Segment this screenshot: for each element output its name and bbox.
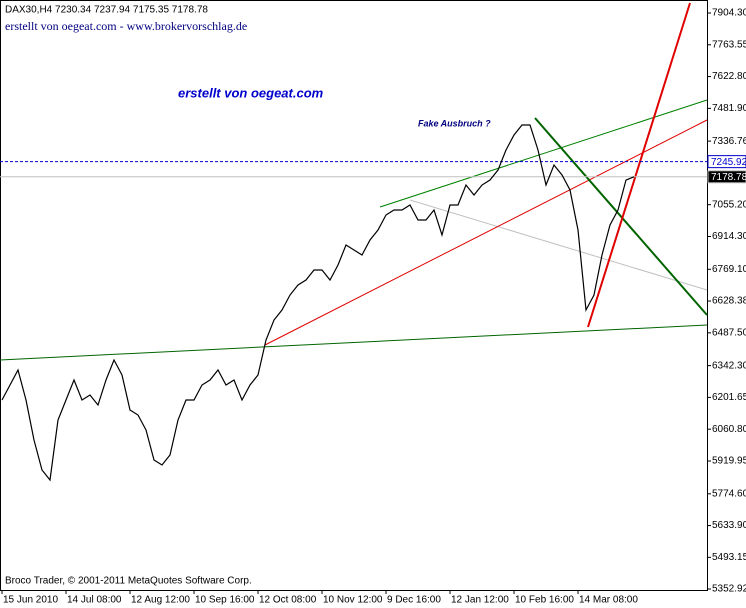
trend-lines (0, 2, 708, 361)
x-tick-label: 14 Mar 08:00 (579, 595, 638, 606)
trend-line (534, 117, 708, 316)
y-tick-label: 6342.30 (712, 360, 746, 371)
x-tick-label: 14 Jul 08:00 (67, 595, 122, 606)
y-tick-label: 7481.90 (712, 103, 746, 114)
price-label-box (707, 170, 746, 184)
price-label: 7178.78 (711, 172, 746, 183)
y-tick-label: 7336.76 (712, 136, 746, 147)
trend-line (379, 99, 708, 208)
x-tick-label: 12 Oct 08:00 (259, 595, 317, 606)
y-tick-label: 6201.65 (712, 392, 746, 403)
price-label: 7245.92 (711, 157, 746, 168)
y-tick-label: 5493.15 (712, 552, 746, 563)
price-line-series (1, 124, 635, 482)
y-tick-label: 6769.10 (712, 264, 746, 275)
trend-line (0, 324, 708, 361)
y-tick-label: 6628.38 (712, 296, 746, 307)
footer: Broco Trader, © 2001-2011 MetaQuotes Sof… (5, 576, 252, 587)
y-tick-label: 5919.95 (712, 456, 746, 467)
trend-line (587, 2, 691, 328)
y-tick-label: 6487.50 (712, 327, 746, 338)
y-tick-label: 5633.90 (712, 520, 746, 531)
x-tick-label: 10 Nov 12:00 (323, 595, 383, 606)
chart-title: DAX30,H4 7230.34 7237.94 7175.35 7178.78 (5, 5, 208, 16)
y-tick-label: 7622.80 (712, 71, 746, 82)
y-tick-label: 6914.30 (712, 231, 746, 242)
chart-subtitle: erstellt von oegeat.com - www.brokervors… (5, 19, 247, 33)
y-tick-label: 5774.60 (712, 488, 746, 499)
x-tick-label: 12 Jan 12:00 (451, 595, 509, 606)
price-label-box (707, 155, 746, 169)
y-tick-label: 6060.80 (712, 424, 746, 435)
x-tick-label: 10 Sep 16:00 (195, 595, 255, 606)
annotation: Fake Ausbruch ? (418, 118, 491, 128)
x-tick-label: 10 Feb 16:00 (515, 595, 574, 606)
x-tick-label: 12 Aug 12:00 (131, 595, 190, 606)
x-tick-label: 15 Jun 2010 (3, 595, 58, 606)
trend-line (409, 199, 708, 291)
y-tick-label: 5352.92 (712, 584, 746, 595)
trend-line (264, 119, 708, 346)
y-tick-label: 7763.55 (712, 39, 746, 50)
plot-frame (0, 0, 708, 591)
y-tick-label: 7055.20 (712, 199, 746, 210)
annotation: erstellt von oegeat.com (178, 85, 324, 100)
y-tick-label: 7904.30 (712, 8, 746, 19)
x-tick-label: 9 Dec 16:00 (387, 595, 441, 606)
